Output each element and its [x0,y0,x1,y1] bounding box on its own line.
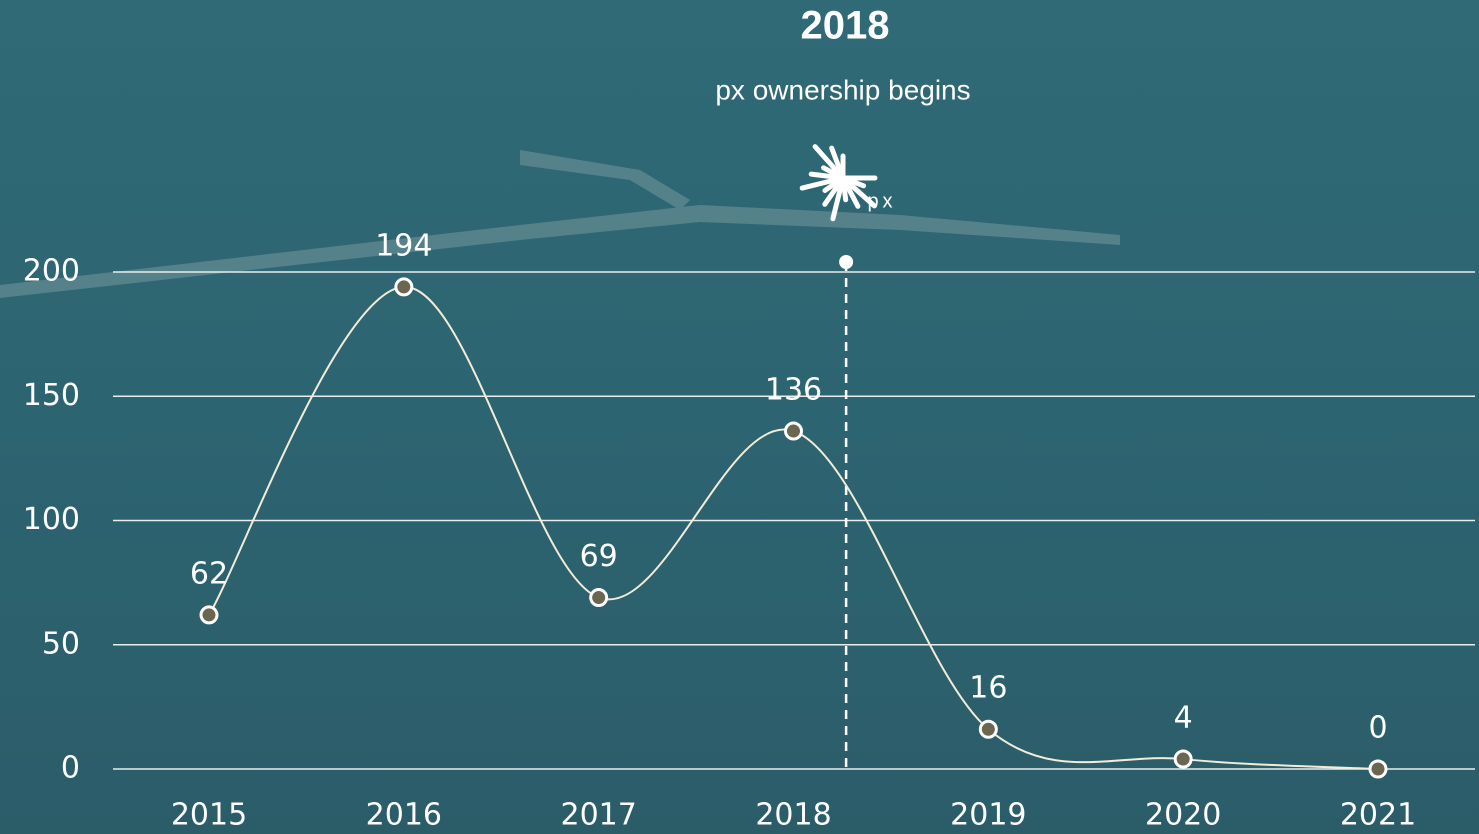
y-tick-label: 100 [23,502,80,537]
y-tick-label: 50 [42,626,80,661]
data-label: 69 [580,539,618,574]
point [201,607,217,623]
point [591,590,607,606]
x-tick-label: 2017 [560,798,636,833]
x-tick-label: 2020 [1145,798,1221,833]
point [1175,751,1191,767]
data-label: 194 [375,228,432,263]
point [980,721,996,737]
annotation-dot [839,255,853,269]
annotation-text: px ownership begins [715,74,970,105]
point [786,423,802,439]
x-tick-label: 2019 [950,798,1026,833]
background [0,0,1479,834]
data-label: 136 [765,373,822,408]
x-tick-label: 2018 [755,798,831,833]
point [1370,761,1386,777]
x-tick-label: 2021 [1340,798,1416,833]
annotation-title: 2018 [801,4,890,48]
data-label: 62 [190,556,228,591]
chart: 2018 px ownership begins px 0 50 100 150 200… [0,0,1479,834]
data-label: 16 [969,671,1007,706]
y-tick-label: 150 [23,378,80,413]
data-label: 0 [1368,711,1387,746]
x-tick-label: 2015 [171,798,247,833]
x-tick-label: 2016 [366,798,442,833]
y-tick-label: 200 [23,254,80,289]
y-tick-label: 0 [61,751,80,786]
logo-text: px [867,190,896,212]
point [396,279,412,295]
data-label: 4 [1174,701,1193,736]
